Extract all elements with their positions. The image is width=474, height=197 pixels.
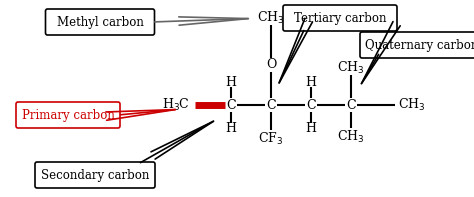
Text: CH$_3$: CH$_3$ <box>398 97 426 113</box>
FancyBboxPatch shape <box>46 9 155 35</box>
Text: Secondary carbon: Secondary carbon <box>41 168 149 181</box>
FancyBboxPatch shape <box>16 102 120 128</box>
Text: Methyl carbon: Methyl carbon <box>56 16 144 29</box>
Text: CH$_3$: CH$_3$ <box>337 129 365 145</box>
Text: O: O <box>266 59 276 72</box>
Text: Tertiary carbon: Tertiary carbon <box>294 11 386 24</box>
Text: H: H <box>306 75 317 88</box>
Text: Primary carbon: Primary carbon <box>21 109 114 122</box>
Text: Quaternary carbon: Quaternary carbon <box>365 38 474 51</box>
Text: H$_3$C: H$_3$C <box>162 97 190 113</box>
FancyBboxPatch shape <box>283 5 397 31</box>
Text: H: H <box>226 122 237 135</box>
Text: C: C <box>226 98 236 112</box>
FancyBboxPatch shape <box>35 162 155 188</box>
Text: C: C <box>266 98 276 112</box>
Text: CH$_3$: CH$_3$ <box>257 10 285 26</box>
Text: H: H <box>306 122 317 135</box>
Text: CH$_3$: CH$_3$ <box>337 60 365 76</box>
Text: C: C <box>346 98 356 112</box>
FancyBboxPatch shape <box>360 32 474 58</box>
Text: CF$_3$: CF$_3$ <box>258 131 283 147</box>
Text: H: H <box>226 75 237 88</box>
Text: C: C <box>306 98 316 112</box>
